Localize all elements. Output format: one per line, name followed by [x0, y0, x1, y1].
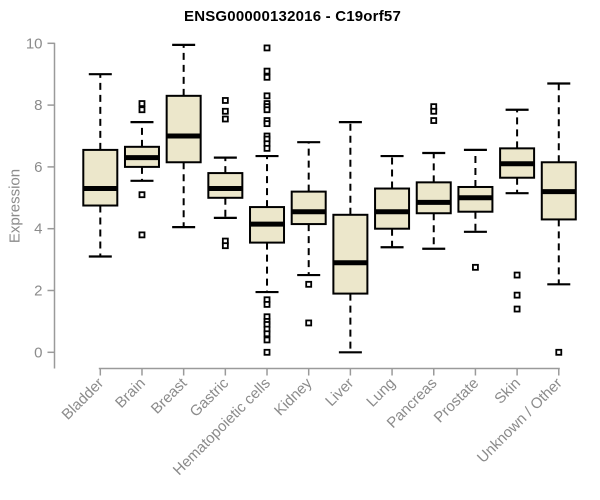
outlier-point	[305, 280, 313, 288]
outlier-point	[138, 106, 146, 114]
y-tick-label: 8	[34, 97, 42, 114]
box-rect	[165, 94, 202, 164]
outlier-point	[263, 73, 271, 81]
outlier-point	[263, 301, 271, 308]
outlier-point	[138, 191, 146, 199]
outlier-point	[138, 100, 146, 107]
outlier-point	[221, 97, 229, 104]
outlier-point	[305, 319, 313, 327]
x-category-label: Bladder	[59, 375, 108, 424]
outlier-point	[430, 117, 438, 124]
outlier-point	[513, 271, 521, 279]
y-tick-label: 2	[34, 283, 42, 300]
outlier-point	[263, 348, 271, 356]
outlier-point	[221, 107, 229, 115]
outlier-point	[263, 67, 271, 75]
y-tick-label: 6	[34, 159, 42, 176]
y-tick-label: 0	[34, 344, 42, 361]
x-category-label: Liver	[322, 375, 357, 410]
outlier-point	[513, 291, 521, 299]
outlier-point	[221, 242, 229, 250]
outlier-point	[263, 336, 271, 344]
outlier-point	[263, 120, 271, 128]
outlier-point	[263, 44, 271, 52]
x-category-label: Lung	[363, 375, 399, 411]
y-axis-label: Expression	[6, 168, 24, 244]
outlier-point	[263, 144, 271, 152]
outlier-point	[555, 348, 563, 356]
x-category-label: Skin	[491, 375, 524, 408]
box-rect	[207, 172, 244, 199]
box-rect	[290, 190, 327, 226]
y-tick-label: 10	[26, 35, 43, 52]
outlier-point	[430, 107, 438, 115]
box-rect	[415, 181, 452, 215]
x-category-label: Brain	[112, 375, 149, 412]
x-category-label: Prostate	[431, 375, 483, 427]
outlier-point	[472, 263, 479, 271]
y-tick-label: 4	[34, 221, 42, 238]
box-rect	[332, 213, 369, 295]
chart-title: ENSG00000132016 - C19orf57	[183, 8, 401, 25]
outlier-point	[263, 92, 271, 100]
outlier-point	[263, 330, 271, 338]
outlier-point	[221, 115, 229, 123]
outlier-point	[513, 305, 521, 313]
outlier-point	[138, 231, 146, 239]
x-category-label: Breast	[148, 374, 191, 417]
x-category-label: Kidney	[271, 374, 316, 419]
box-rect	[374, 187, 411, 230]
box-rect	[82, 148, 119, 207]
outlier-point	[263, 106, 271, 114]
